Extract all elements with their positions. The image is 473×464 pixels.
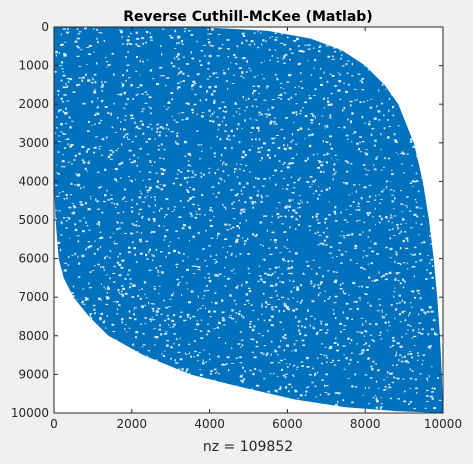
y-tick-label: 10000 — [11, 406, 49, 420]
y-tick-label: 5000 — [18, 213, 49, 227]
x-tick-label: 6000 — [272, 417, 303, 431]
y-tick-label: 3000 — [18, 136, 49, 150]
pattern-gaps — [54, 27, 443, 413]
y-tick-label: 2000 — [18, 97, 49, 111]
nonzero-envelope — [54, 27, 443, 413]
x-tick-label: 2000 — [117, 417, 148, 431]
nonzero-pattern — [54, 27, 443, 413]
y-tick-label: 6000 — [18, 252, 49, 266]
y-tick-label: 9000 — [18, 367, 49, 381]
x-axis-label: nz = 109852 — [203, 439, 293, 455]
x-tick-label: 10000 — [424, 417, 462, 431]
y-tick-label: 0 — [41, 20, 49, 34]
chart-title: Reverse Cuthill-McKee (Matlab) — [123, 9, 372, 25]
x-tick-label: 8000 — [350, 417, 381, 431]
x-tick-label: 0 — [50, 417, 58, 431]
y-axis: 0 1000 2000 3000 4000 5000 6000 7000 8000 9000 100… — [11, 20, 443, 420]
x-tick-label: 4000 — [194, 417, 225, 431]
y-tick-label: 7000 — [18, 290, 49, 304]
y-tick-label: 1000 — [18, 59, 49, 73]
x-axis: 0 2000 4000 6000 8000 10000 — [50, 27, 462, 431]
y-tick-label: 4000 — [18, 174, 49, 188]
y-tick-label: 8000 — [18, 329, 49, 343]
